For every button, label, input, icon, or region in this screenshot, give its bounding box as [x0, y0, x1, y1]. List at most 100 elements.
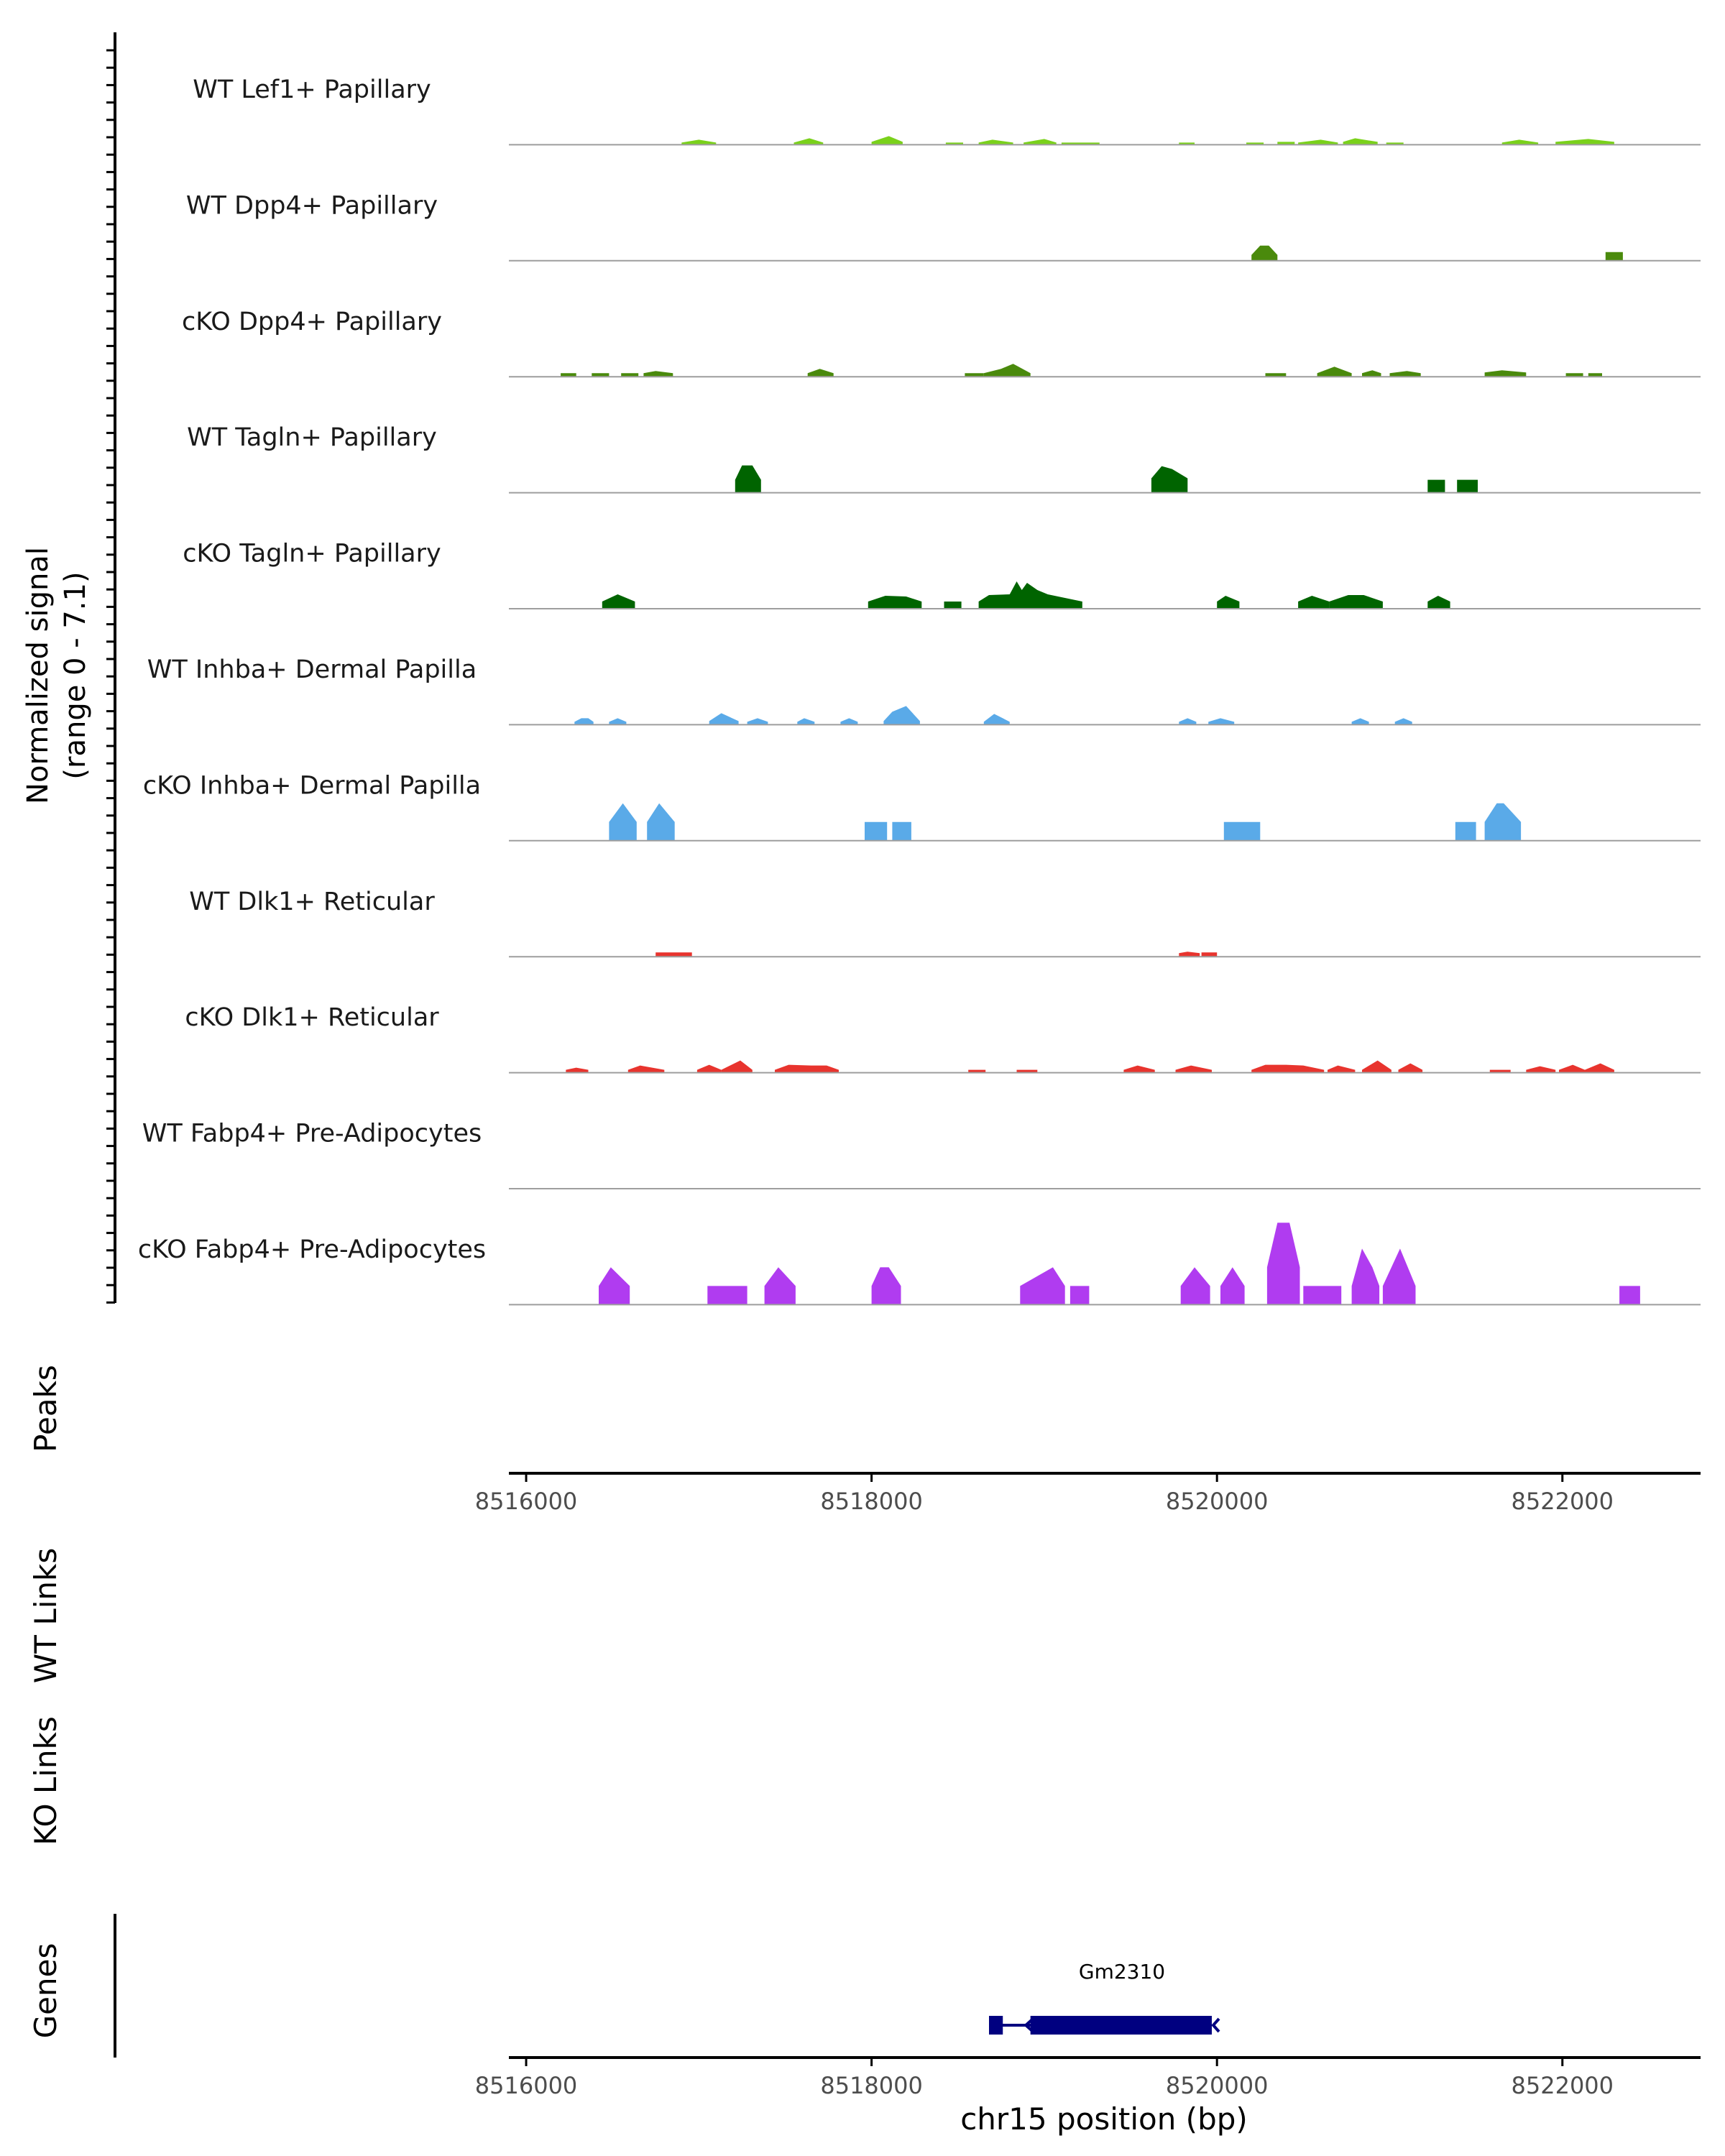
genes-x-tick-label: 8522000: [1512, 2072, 1614, 2099]
coverage-area: [1555, 139, 1614, 145]
coverage-area: [1328, 1065, 1356, 1073]
gene-exon: [989, 2016, 1003, 2035]
strand-arrow: [1211, 2017, 1220, 2033]
coverage-area: [1208, 718, 1235, 725]
coverage-area: [1427, 596, 1450, 609]
track-5: cKO Tagln+ Papillary: [183, 540, 1701, 609]
genes-panel: Gm2310: [989, 1960, 1220, 2035]
coverage-area: [1220, 1267, 1245, 1305]
track-10: WT Fabp4+ Pre-Adipocytes: [142, 1120, 1701, 1189]
coverage-area: [1201, 952, 1218, 957]
coverage-area: [1619, 1286, 1640, 1305]
track-label: cKO Dpp4+ Papillary: [182, 308, 442, 336]
signal-panel: WT Lef1+ Papillary WT Dpp4+ Papillary cKO …: [138, 75, 1701, 1306]
coverage-area: [1251, 1064, 1325, 1073]
coverage-area: [1394, 718, 1412, 725]
coverage-area: [709, 713, 739, 725]
coverage-area: [735, 465, 761, 493]
coverage-area: [721, 1060, 753, 1073]
coverage-area: [1223, 821, 1261, 841]
signal-y-axis: [106, 32, 116, 1304]
coverage-area: [865, 821, 888, 841]
coverage-area: [1070, 1286, 1090, 1305]
coverage-area: [983, 714, 1010, 725]
coverage-area: [1251, 245, 1278, 261]
coverage-area: [621, 373, 639, 377]
track-label: WT Lef1+ Papillary: [193, 75, 431, 104]
coverage-area: [797, 718, 815, 725]
coverage-area: [944, 602, 962, 609]
track-2: WT Dpp4+ Papillary: [186, 191, 1701, 262]
peaks-panel-label: Peaks: [28, 1365, 63, 1452]
coverage-area: [1123, 1065, 1155, 1073]
coverage-area: [978, 139, 1013, 145]
coverage-area: [1343, 138, 1378, 145]
coverage-area: [696, 1064, 722, 1073]
x-axis-title: chr15 position (bp): [960, 2101, 1248, 2137]
track-label: WT Dpp4+ Papillary: [186, 191, 438, 220]
genes-x-tick-label: 8516000: [475, 2072, 578, 2099]
coverage-area: [1265, 373, 1287, 377]
coverage-area: [1559, 1064, 1585, 1073]
track-label: cKO Dlk1+ Reticular: [185, 1003, 439, 1032]
peaks-x-tick-label: 8522000: [1512, 1488, 1614, 1515]
coverage-area: [1303, 1286, 1342, 1305]
strand-arrow: [1024, 2017, 1034, 2033]
gene-model: Gm2310: [989, 1960, 1220, 2035]
coverage-area: [794, 138, 824, 145]
coverage-area: [1501, 139, 1539, 145]
signal-ylabel-line1: Normalized signal: [22, 547, 55, 804]
coverage-area: [871, 136, 903, 145]
track-label: WT Tagln+ Papillary: [187, 423, 437, 452]
coverage-area: [1217, 596, 1240, 609]
coverage-area: [599, 1267, 630, 1305]
coverage-area: [871, 1267, 901, 1305]
coverage-area: [1605, 252, 1623, 261]
coverage-area: [1455, 821, 1476, 841]
coverage-area: [1362, 1060, 1392, 1073]
coverage-area: [561, 373, 576, 377]
coverage-area: [707, 1286, 748, 1305]
coverage-area: [775, 1064, 839, 1073]
coverage-area: [656, 952, 692, 957]
coverage-area: [965, 373, 984, 377]
track-label: WT Fabp4+ Pre-Adipocytes: [142, 1120, 482, 1148]
genes-x-tick-label: 8518000: [820, 2072, 923, 2099]
coverage-area: [574, 718, 594, 725]
coverage-area: [1179, 718, 1197, 725]
genes-panel-label: Genes: [28, 1943, 63, 2039]
track-9: cKO Dlk1+ Reticular: [185, 1003, 1701, 1074]
coverage-area: [1588, 373, 1602, 377]
coverage-area: [1457, 479, 1478, 493]
track-label: cKO Tagln+ Papillary: [183, 540, 441, 568]
wt-links-panel-label: WT Links: [28, 1548, 63, 1683]
track-label: cKO Fabp4+ Pre-Adipocytes: [138, 1235, 486, 1264]
coverage-area: [1484, 803, 1522, 841]
coverage-area: [647, 803, 675, 841]
coverage-area: [609, 803, 637, 841]
coverage-area: [764, 1267, 796, 1305]
coverage-area: [892, 821, 911, 841]
peaks-x-tick-label: 8520000: [1166, 1488, 1269, 1515]
track-label: WT Inhba+ Dermal Papilla: [147, 655, 477, 684]
ko-links-panel-label: KO Links: [28, 1716, 63, 1846]
peaks-x-axis: 8516000 8518000 8520000 8522000: [475, 1472, 1701, 1515]
coverage-area: [868, 596, 922, 609]
coverage-area: [1151, 466, 1188, 493]
track-1: WT Lef1+ Papillary: [193, 75, 1701, 146]
coverage-area: [566, 1067, 589, 1073]
track-6: WT Inhba+ Dermal Papilla: [147, 655, 1701, 726]
coverage-area: [1329, 595, 1383, 609]
coverage-area: [883, 706, 920, 725]
coverage-area: [807, 369, 834, 377]
coverage-area: [592, 373, 610, 377]
coverage-area: [602, 594, 635, 609]
track-label: cKO Inhba+ Dermal Papilla: [143, 771, 481, 800]
coverage-area: [1175, 1065, 1212, 1073]
coverage-area: [978, 581, 1082, 609]
coverage-area: [1398, 1063, 1423, 1073]
track-3: cKO Dpp4+ Papillary: [182, 308, 1701, 378]
coverage-area: [1179, 952, 1200, 957]
coverage-area: [1298, 139, 1338, 145]
